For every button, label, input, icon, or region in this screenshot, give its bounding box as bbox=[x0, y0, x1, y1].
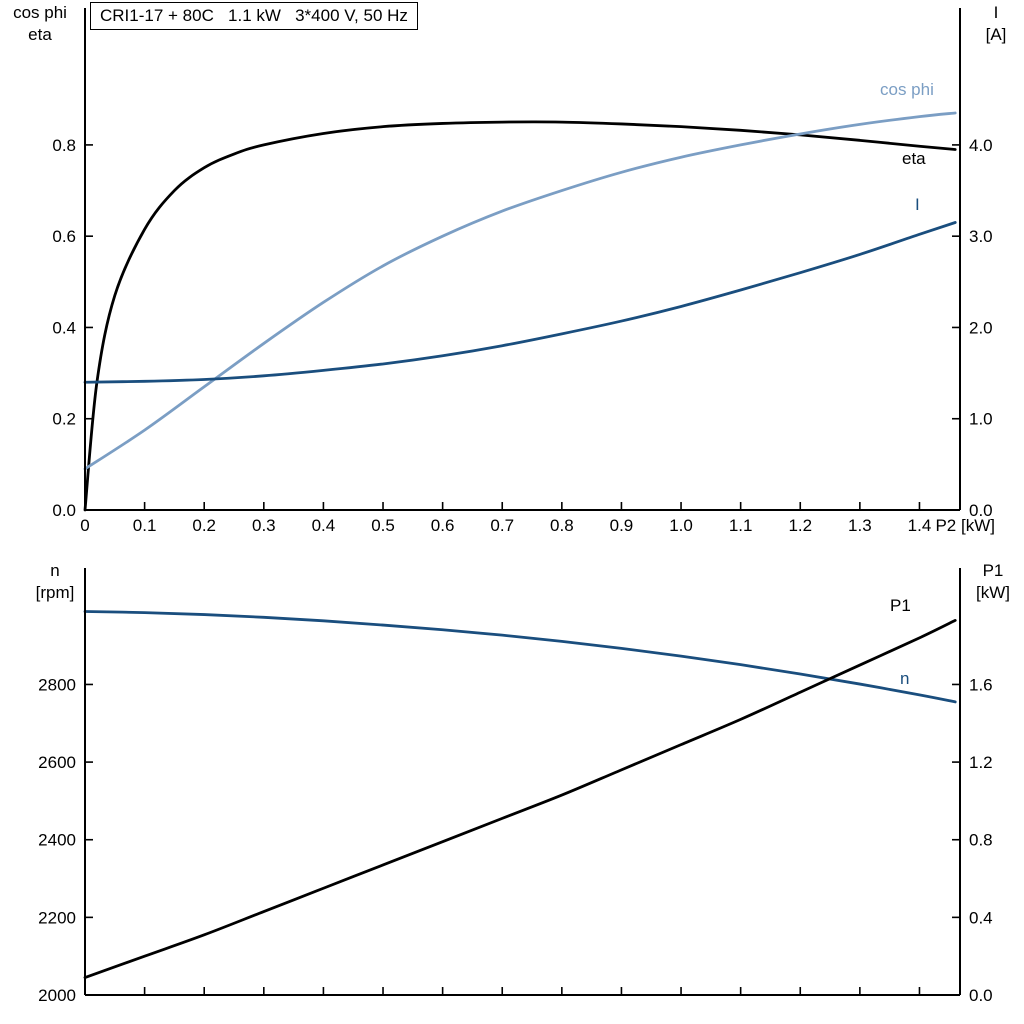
axis-title-current-unit: [A] bbox=[985, 25, 1007, 44]
x-tick-label: 0.8 bbox=[550, 516, 574, 535]
x-tick-label: 0 bbox=[80, 516, 89, 535]
curve-P1 bbox=[83, 619, 957, 979]
x-axis-label: P2 [kW] bbox=[935, 516, 995, 535]
curve-cos-phi bbox=[83, 111, 957, 471]
x-tick-label: 1.4 bbox=[908, 516, 932, 535]
top-right-axis-title: I [A] bbox=[970, 2, 1022, 46]
x-tick-label: 1.1 bbox=[729, 516, 753, 535]
y-left-tick-label: 2600 bbox=[38, 753, 76, 772]
axis-title-speed: n bbox=[50, 561, 60, 580]
x-tick-label: 0.2 bbox=[192, 516, 216, 535]
axis-title-current: I bbox=[993, 3, 999, 22]
y-right-tick-label: 4.0 bbox=[969, 136, 993, 155]
curve-label-p1: P1 bbox=[890, 596, 911, 615]
curve-eta bbox=[83, 120, 957, 512]
y-left-tick-label: 0.4 bbox=[52, 318, 76, 337]
x-tick-label: 0.5 bbox=[371, 516, 395, 535]
x-tick-label: 0.9 bbox=[610, 516, 634, 535]
y-left-tick-label: 2400 bbox=[38, 831, 76, 850]
y-right-tick-label: 1.0 bbox=[969, 410, 993, 429]
x-tick-label: 0.3 bbox=[252, 516, 276, 535]
x-tick-label: 1.2 bbox=[788, 516, 812, 535]
x-tick-label: 0.4 bbox=[312, 516, 336, 535]
y-left-tick-label: 0.6 bbox=[52, 227, 76, 246]
curve-label-eta: eta bbox=[902, 149, 926, 168]
y-right-tick-label: 2.0 bbox=[969, 318, 993, 337]
axis-title-p1-unit: [kW] bbox=[976, 583, 1010, 602]
bottom-left-axis-title: n [rpm] bbox=[16, 560, 94, 604]
y-left-tick-label: 0.8 bbox=[52, 136, 76, 155]
x-tick-label: 1.3 bbox=[848, 516, 872, 535]
x-tick-label: 0.6 bbox=[431, 516, 455, 535]
axis-title-eta: eta bbox=[28, 25, 52, 44]
axis-title-cos-phi: cos phi bbox=[13, 3, 67, 22]
axis-title-speed-unit: [rpm] bbox=[35, 583, 75, 602]
curve-label-cos-phi: cos phi bbox=[880, 80, 934, 99]
x-tick-label: 0.7 bbox=[490, 516, 514, 535]
y-right-tick-label: 1.2 bbox=[969, 753, 993, 772]
axis-title-p1: P1 bbox=[982, 561, 1004, 580]
x-tick-label: 1.0 bbox=[669, 516, 693, 535]
bottom-right-axis-title: P1 [kW] bbox=[964, 560, 1022, 604]
y-right-tick-label: 0.8 bbox=[969, 831, 993, 850]
y-left-tick-label: 2000 bbox=[38, 986, 76, 1005]
curve-label-speed: n bbox=[900, 669, 910, 688]
chart-title-box: CRI1-17 + 80C 1.1 kW 3*400 V, 50 Hz bbox=[90, 2, 418, 30]
y-right-tick-label: 0.0 bbox=[969, 501, 993, 520]
curve-n bbox=[83, 610, 957, 704]
y-right-tick-label: 0.0 bbox=[969, 986, 993, 1005]
curve-I bbox=[83, 221, 957, 384]
x-tick-label: 0.1 bbox=[133, 516, 157, 535]
top-left-axis-title: cos phi eta bbox=[0, 2, 80, 46]
y-left-tick-label: 2800 bbox=[38, 675, 76, 694]
y-left-tick-label: 0.2 bbox=[52, 410, 76, 429]
y-right-tick-label: 1.6 bbox=[969, 675, 993, 694]
curve-label-current: I bbox=[915, 195, 920, 214]
y-left-tick-label: 2200 bbox=[38, 908, 76, 927]
y-right-tick-label: 0.4 bbox=[969, 908, 993, 927]
y-right-tick-label: 3.0 bbox=[969, 227, 993, 246]
y-left-tick-label: 0.0 bbox=[52, 501, 76, 520]
